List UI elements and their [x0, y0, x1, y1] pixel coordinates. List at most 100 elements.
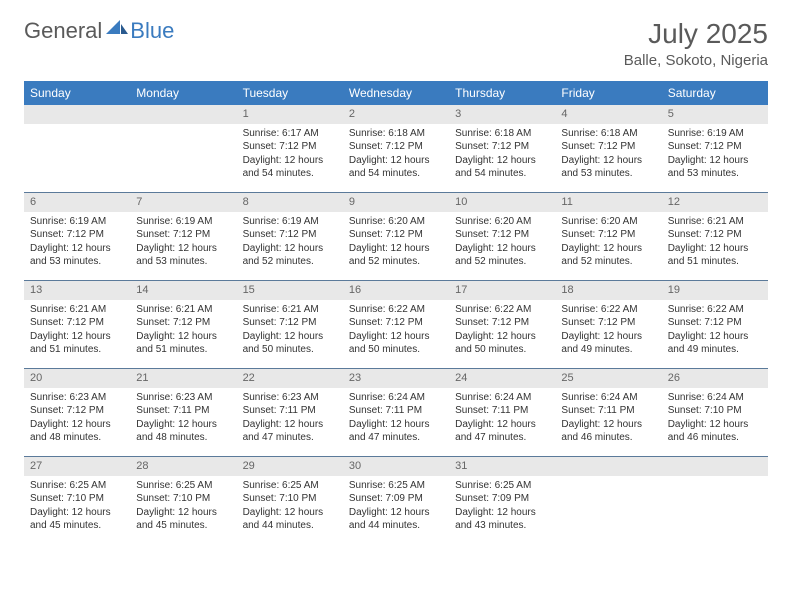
sunrise-line: Sunrise: 6:25 AM: [455, 479, 549, 493]
day-details: Sunrise: 6:24 AMSunset: 7:10 PMDaylight:…: [662, 388, 768, 451]
daylight-line: Daylight: 12 hours and 46 minutes.: [668, 418, 762, 445]
sunrise-line: Sunrise: 6:19 AM: [668, 127, 762, 141]
daylight-line: Daylight: 12 hours and 52 minutes.: [243, 242, 337, 269]
sunrise-line: Sunrise: 6:18 AM: [561, 127, 655, 141]
calendar-cell: 1Sunrise: 6:17 AMSunset: 7:12 PMDaylight…: [237, 105, 343, 193]
title-block: July 2025 Balle, Sokoto, Nigeria: [624, 18, 768, 69]
day-details: Sunrise: 6:18 AMSunset: 7:12 PMDaylight:…: [343, 124, 449, 187]
daylight-line: Daylight: 12 hours and 47 minutes.: [349, 418, 443, 445]
sunrise-line: Sunrise: 6:23 AM: [136, 391, 230, 405]
calendar-cell: 20Sunrise: 6:23 AMSunset: 7:12 PMDayligh…: [24, 369, 130, 457]
day-number: 22: [237, 369, 343, 388]
sunset-line: Sunset: 7:10 PM: [668, 404, 762, 418]
day-number-empty: [130, 105, 236, 124]
daylight-line: Daylight: 12 hours and 45 minutes.: [30, 506, 124, 533]
calendar-cell: [130, 105, 236, 193]
calendar-grid: 1Sunrise: 6:17 AMSunset: 7:12 PMDaylight…: [24, 105, 768, 545]
sunrise-line: Sunrise: 6:19 AM: [243, 215, 337, 229]
dayname: Sunday: [24, 81, 130, 105]
sunrise-line: Sunrise: 6:21 AM: [30, 303, 124, 317]
sunset-line: Sunset: 7:12 PM: [349, 140, 443, 154]
daylight-line: Daylight: 12 hours and 51 minutes.: [30, 330, 124, 357]
day-number-empty: [24, 105, 130, 124]
calendar-cell: 13Sunrise: 6:21 AMSunset: 7:12 PMDayligh…: [24, 281, 130, 369]
day-number: 2: [343, 105, 449, 124]
daylight-line: Daylight: 12 hours and 49 minutes.: [561, 330, 655, 357]
day-details: Sunrise: 6:19 AMSunset: 7:12 PMDaylight:…: [237, 212, 343, 275]
daylight-line: Daylight: 12 hours and 49 minutes.: [668, 330, 762, 357]
day-details: Sunrise: 6:18 AMSunset: 7:12 PMDaylight:…: [449, 124, 555, 187]
daylight-line: Daylight: 12 hours and 50 minutes.: [455, 330, 549, 357]
sunrise-line: Sunrise: 6:22 AM: [561, 303, 655, 317]
header: General Blue July 2025 Balle, Sokoto, Ni…: [24, 18, 768, 69]
sunrise-line: Sunrise: 6:22 AM: [349, 303, 443, 317]
sunrise-line: Sunrise: 6:25 AM: [136, 479, 230, 493]
daylight-line: Daylight: 12 hours and 48 minutes.: [136, 418, 230, 445]
sunset-line: Sunset: 7:12 PM: [243, 140, 337, 154]
calendar-cell: 29Sunrise: 6:25 AMSunset: 7:10 PMDayligh…: [237, 457, 343, 545]
day-details: Sunrise: 6:23 AMSunset: 7:11 PMDaylight:…: [130, 388, 236, 451]
logo: General Blue: [24, 18, 174, 44]
sunrise-line: Sunrise: 6:23 AM: [30, 391, 124, 405]
day-number: 16: [343, 281, 449, 300]
sunset-line: Sunset: 7:12 PM: [455, 140, 549, 154]
day-details: Sunrise: 6:20 AMSunset: 7:12 PMDaylight:…: [555, 212, 661, 275]
sunrise-line: Sunrise: 6:21 AM: [668, 215, 762, 229]
sunset-line: Sunset: 7:12 PM: [668, 228, 762, 242]
sunrise-line: Sunrise: 6:21 AM: [136, 303, 230, 317]
day-details: Sunrise: 6:23 AMSunset: 7:11 PMDaylight:…: [237, 388, 343, 451]
sunrise-line: Sunrise: 6:24 AM: [561, 391, 655, 405]
sunset-line: Sunset: 7:09 PM: [349, 492, 443, 506]
logo-text-blue: Blue: [130, 18, 174, 44]
calendar-cell: 10Sunrise: 6:20 AMSunset: 7:12 PMDayligh…: [449, 193, 555, 281]
sunset-line: Sunset: 7:12 PM: [561, 140, 655, 154]
day-number: 4: [555, 105, 661, 124]
calendar-cell: 21Sunrise: 6:23 AMSunset: 7:11 PMDayligh…: [130, 369, 236, 457]
day-number: 5: [662, 105, 768, 124]
dayname: Friday: [555, 81, 661, 105]
day-details: Sunrise: 6:19 AMSunset: 7:12 PMDaylight:…: [24, 212, 130, 275]
sunset-line: Sunset: 7:10 PM: [136, 492, 230, 506]
sunrise-line: Sunrise: 6:20 AM: [561, 215, 655, 229]
day-details: Sunrise: 6:25 AMSunset: 7:10 PMDaylight:…: [237, 476, 343, 539]
day-details: Sunrise: 6:19 AMSunset: 7:12 PMDaylight:…: [662, 124, 768, 187]
day-details: Sunrise: 6:25 AMSunset: 7:09 PMDaylight:…: [343, 476, 449, 539]
day-details: Sunrise: 6:23 AMSunset: 7:12 PMDaylight:…: [24, 388, 130, 451]
day-number: 26: [662, 369, 768, 388]
logo-text-general: General: [24, 18, 102, 44]
sunrise-line: Sunrise: 6:23 AM: [243, 391, 337, 405]
day-details: Sunrise: 6:24 AMSunset: 7:11 PMDaylight:…: [449, 388, 555, 451]
sunset-line: Sunset: 7:12 PM: [136, 228, 230, 242]
day-number-empty: [555, 457, 661, 476]
sunset-line: Sunset: 7:12 PM: [349, 228, 443, 242]
daylight-line: Daylight: 12 hours and 43 minutes.: [455, 506, 549, 533]
day-number: 15: [237, 281, 343, 300]
day-number: 24: [449, 369, 555, 388]
day-number: 10: [449, 193, 555, 212]
sunrise-line: Sunrise: 6:25 AM: [30, 479, 124, 493]
daylight-line: Daylight: 12 hours and 44 minutes.: [349, 506, 443, 533]
dayname: Thursday: [449, 81, 555, 105]
daylight-line: Daylight: 12 hours and 53 minutes.: [561, 154, 655, 181]
sunset-line: Sunset: 7:12 PM: [243, 316, 337, 330]
dayname: Monday: [130, 81, 236, 105]
sunset-line: Sunset: 7:12 PM: [455, 228, 549, 242]
calendar-cell: 27Sunrise: 6:25 AMSunset: 7:10 PMDayligh…: [24, 457, 130, 545]
daylight-line: Daylight: 12 hours and 54 minutes.: [349, 154, 443, 181]
calendar-cell: [662, 457, 768, 545]
day-number: 3: [449, 105, 555, 124]
day-details: Sunrise: 6:25 AMSunset: 7:10 PMDaylight:…: [130, 476, 236, 539]
daylight-line: Daylight: 12 hours and 48 minutes.: [30, 418, 124, 445]
sunset-line: Sunset: 7:09 PM: [455, 492, 549, 506]
calendar-cell: 16Sunrise: 6:22 AMSunset: 7:12 PMDayligh…: [343, 281, 449, 369]
calendar-cell: 14Sunrise: 6:21 AMSunset: 7:12 PMDayligh…: [130, 281, 236, 369]
calendar-cell: [24, 105, 130, 193]
sunrise-line: Sunrise: 6:25 AM: [349, 479, 443, 493]
day-details: Sunrise: 6:21 AMSunset: 7:12 PMDaylight:…: [24, 300, 130, 363]
calendar-cell: [555, 457, 661, 545]
day-number: 21: [130, 369, 236, 388]
sunrise-line: Sunrise: 6:20 AM: [455, 215, 549, 229]
day-number: 8: [237, 193, 343, 212]
dayname-row: SundayMondayTuesdayWednesdayThursdayFrid…: [24, 81, 768, 105]
calendar-cell: 8Sunrise: 6:19 AMSunset: 7:12 PMDaylight…: [237, 193, 343, 281]
